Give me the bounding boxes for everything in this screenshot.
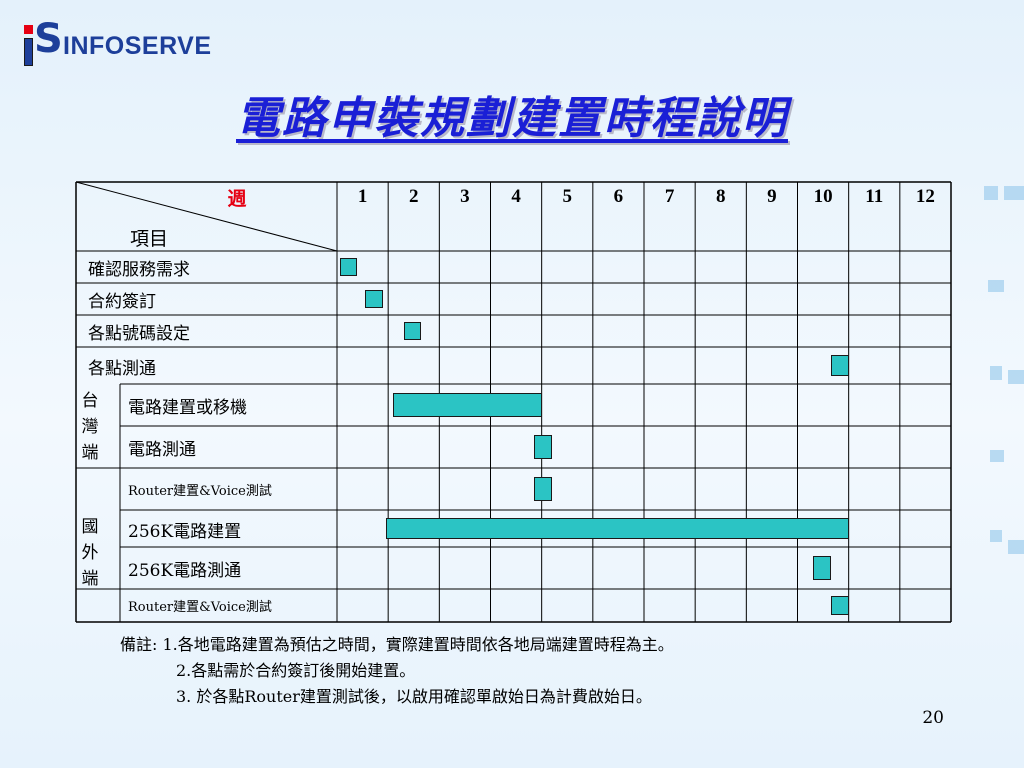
week-number: 2 bbox=[408, 186, 419, 207]
row-label: 電路測通 bbox=[128, 440, 196, 460]
group-label-char: 台 bbox=[81, 391, 99, 411]
schedule-bar bbox=[533, 434, 552, 460]
week-number: 4 bbox=[511, 186, 521, 207]
row-label: 256K電路測通 bbox=[128, 561, 242, 581]
decor-tile bbox=[990, 366, 1002, 380]
week-number: 7 bbox=[664, 186, 675, 207]
schedule-bar bbox=[533, 476, 552, 502]
schedule-bar bbox=[365, 289, 384, 309]
schedule-bar bbox=[830, 595, 849, 616]
group-label-char: 國 bbox=[81, 517, 99, 537]
group-label-char: 端 bbox=[81, 443, 99, 463]
decor-tile bbox=[1004, 186, 1024, 200]
note-line: 3. 於各點Router建置測試後，以啟用確認單啟始日為計費啟始日。 bbox=[176, 687, 652, 706]
row-label: 確認服務需求 bbox=[88, 260, 190, 280]
group-label-char: 外 bbox=[81, 543, 99, 563]
week-number: 1 bbox=[357, 186, 368, 207]
week-number: 3 bbox=[460, 186, 470, 207]
row-label: Router建置&Voice測試 bbox=[128, 483, 272, 499]
header-week-label: 週 bbox=[227, 189, 247, 210]
week-number: 6 bbox=[613, 186, 624, 207]
logo-text: INFOSERVE bbox=[63, 31, 212, 60]
schedule-bar bbox=[403, 321, 422, 341]
week-number: 11 bbox=[865, 186, 884, 207]
schedule-bar bbox=[830, 354, 849, 377]
row-label: 各點號碼設定 bbox=[88, 324, 190, 344]
schedule-bar bbox=[812, 555, 831, 581]
decor-tile bbox=[1008, 370, 1024, 384]
decor-tile bbox=[990, 530, 1002, 542]
week-number: 10 bbox=[813, 186, 833, 207]
logo-mark-icon: S bbox=[24, 19, 63, 67]
group-label-char: 灣 bbox=[81, 417, 99, 437]
note-line: 2.各點需於合約簽訂後開始建置。 bbox=[176, 661, 416, 680]
note-line: 備註: 1.各地電路建置為預估之時間，實際建置時間依各地局端建置時程為主。 bbox=[120, 635, 674, 654]
group-label-char: 端 bbox=[81, 569, 99, 589]
week-number: 8 bbox=[715, 186, 726, 207]
row-label: 合約簽訂 bbox=[88, 292, 156, 312]
schedule-bar bbox=[393, 392, 542, 418]
schedule-bar bbox=[385, 517, 849, 540]
infoserve-logo: S INFOSERVE bbox=[24, 19, 212, 68]
slide-title: 電路申裝規劃建置時程說明 bbox=[236, 93, 788, 144]
decor-tile bbox=[988, 280, 1004, 292]
schedule-bar bbox=[339, 257, 358, 277]
week-number: 9 bbox=[767, 186, 777, 207]
decor-tile bbox=[984, 186, 998, 200]
decor-tile bbox=[990, 450, 1004, 462]
week-number: 5 bbox=[562, 186, 572, 207]
header-item-label: 項目 bbox=[130, 228, 169, 250]
notes: 備註: 1.各地電路建置為預估之時間，實際建置時間依各地局端建置時程為主。 2.… bbox=[120, 632, 674, 710]
decor-tile bbox=[1008, 540, 1024, 554]
row-label: Router建置&Voice測試 bbox=[128, 600, 272, 615]
week-number: 12 bbox=[915, 186, 935, 207]
row-label: 256K電路建置 bbox=[128, 521, 242, 542]
row-label: 電路建置或移機 bbox=[128, 398, 247, 418]
row-label: 各點測通 bbox=[88, 358, 156, 379]
page-number: 20 bbox=[922, 708, 944, 728]
